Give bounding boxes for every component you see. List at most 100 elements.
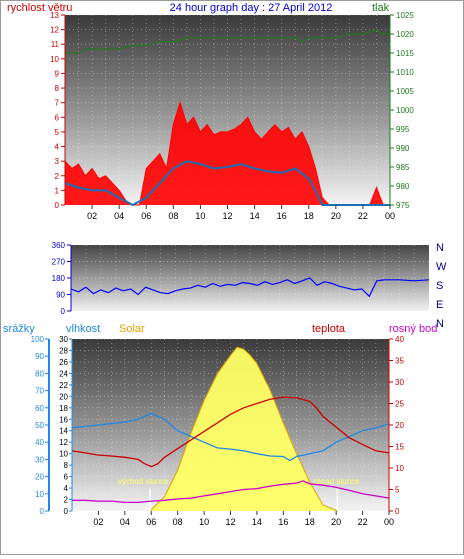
temperature-tick-label: 20 <box>395 421 404 430</box>
temperature-axis-title: teplota <box>312 323 346 335</box>
solar-line <box>149 346 338 512</box>
pressure-tick-label: 985 <box>396 163 410 172</box>
wind-tick-label: 10 <box>50 55 59 64</box>
pressure-tick-label: 980 <box>396 182 410 191</box>
x-tick-label: 22 <box>358 211 368 221</box>
compass-label: N <box>436 318 444 330</box>
x-tick-label: 10 <box>199 517 209 527</box>
x-tick-label: 22 <box>358 517 368 527</box>
wind-tick-label: 6 <box>55 113 60 122</box>
humidity-axis-title: vlhkost <box>66 323 100 335</box>
rain-tick-label: 0 <box>40 507 45 516</box>
temperature-tick-label: 30 <box>395 378 404 387</box>
x-tick-label: 06 <box>141 211 151 221</box>
pressure-tick-label: 1005 <box>396 87 414 96</box>
x-tick-label: 04 <box>120 517 130 527</box>
pressure-line <box>65 29 390 54</box>
direction-tick-label: 270 <box>52 258 66 267</box>
x-tick-label: 06 <box>146 517 156 527</box>
humidity-tick-label: 8 <box>64 461 69 470</box>
x-tick-label: 16 <box>278 517 288 527</box>
rain-tick-label: 30 <box>35 455 44 464</box>
wind-tick-label: 13 <box>50 11 59 20</box>
x-tick-label: 16 <box>277 211 287 221</box>
rain-tick-label: 40 <box>35 438 44 447</box>
rain-tick-label: 50 <box>35 421 44 430</box>
pressure-tick-label: 1025 <box>396 11 414 20</box>
wind-tick-label: 5 <box>55 128 60 137</box>
wind-tick-label: 11 <box>51 40 60 49</box>
wind-tick-label: 4 <box>55 143 60 152</box>
direction-tick-label: 180 <box>52 274 66 283</box>
rain-tick-label: 90 <box>35 352 44 361</box>
x-tick-label: 00 <box>385 211 395 221</box>
temperature-tick-label: 15 <box>395 443 404 452</box>
humidity-tick-label: 22 <box>59 381 68 390</box>
temperature-tick-label: 40 <box>395 335 404 344</box>
direction-tick-label: 0 <box>61 307 66 316</box>
pressure-tick-label: 990 <box>396 144 410 153</box>
wind-tick-label: 12 <box>50 26 59 35</box>
rain-tick-label: 80 <box>35 369 44 378</box>
wind-gust-line <box>64 101 390 206</box>
x-tick-label: 20 <box>331 211 341 221</box>
pressure-tick-label: 1010 <box>396 68 414 77</box>
temperature-line <box>71 396 390 468</box>
x-tick-label: 02 <box>87 211 97 221</box>
x-tick-label: 12 <box>225 517 235 527</box>
humidity-tick-label: 0 <box>64 507 69 516</box>
humidity-tick-label: 16 <box>59 415 68 424</box>
pressure-tick-label: 1020 <box>396 30 414 39</box>
wind-tick-label: 0 <box>55 201 60 210</box>
rain-tick-label: 60 <box>35 404 44 413</box>
humidity-tick-label: 26 <box>59 358 68 367</box>
pressure-tick-label: 1000 <box>396 106 414 115</box>
rain-tick-label: 20 <box>35 473 44 482</box>
pressure-tick-label: 1015 <box>396 49 414 58</box>
sunset-label: západ slunce <box>312 477 360 486</box>
x-tick-label: 04 <box>114 211 124 221</box>
direction-tick-label: 90 <box>56 291 65 300</box>
sunrise-label: východ slunce <box>118 477 169 486</box>
wind-tick-label: 3 <box>55 157 60 166</box>
x-tick-label: 02 <box>93 517 103 527</box>
pressure-tick-label: 975 <box>396 201 410 210</box>
temperature-tick-label: 25 <box>395 400 404 409</box>
compass-label: N <box>436 242 444 254</box>
compass-label: W <box>436 261 447 273</box>
humidity-tick-label: 14 <box>59 427 68 436</box>
humidity-tick-label: 24 <box>59 369 68 378</box>
temperature-tick-label: 0 <box>395 507 400 516</box>
humidity-tick-label: 18 <box>59 404 68 413</box>
humidity-tick-label: 10 <box>59 450 68 459</box>
humidity-tick-label: 4 <box>64 484 69 493</box>
humidity-tick-label: 6 <box>64 473 69 482</box>
solar-axis-title: Solar <box>119 323 145 335</box>
direction-plot-area <box>71 245 429 311</box>
temperature-tick-label: 5 <box>395 486 400 495</box>
temperature-tick-label: 35 <box>395 357 404 366</box>
wind-average-line <box>64 160 390 207</box>
x-tick-label: 14 <box>252 517 262 527</box>
rain-tick-label: 100 <box>31 335 45 344</box>
wind-axis-title: rychlost větru <box>7 2 72 14</box>
pressure-axis-title: tlak <box>372 2 390 14</box>
x-tick-label: 12 <box>222 211 232 221</box>
direction-tick-label: 360 <box>52 241 66 250</box>
x-tick-label: 10 <box>195 211 205 221</box>
x-tick-label: 18 <box>304 211 314 221</box>
chart-title: 24 hour graph day : 27 April 2012 <box>170 2 333 14</box>
dew-point-line <box>72 480 390 504</box>
dew-point-axis-title: rosný bod <box>389 323 437 335</box>
rain-tick-label: 70 <box>35 387 44 396</box>
wind-tick-label: 7 <box>55 99 60 108</box>
solar-area <box>149 347 338 511</box>
temperature-tick-label: 10 <box>395 464 404 473</box>
x-tick-label: 18 <box>305 517 315 527</box>
humidity-line <box>71 412 390 462</box>
humidity-tick-label: 30 <box>59 335 68 344</box>
rain-tick-label: 10 <box>35 490 44 499</box>
x-tick-label: 00 <box>384 517 394 527</box>
